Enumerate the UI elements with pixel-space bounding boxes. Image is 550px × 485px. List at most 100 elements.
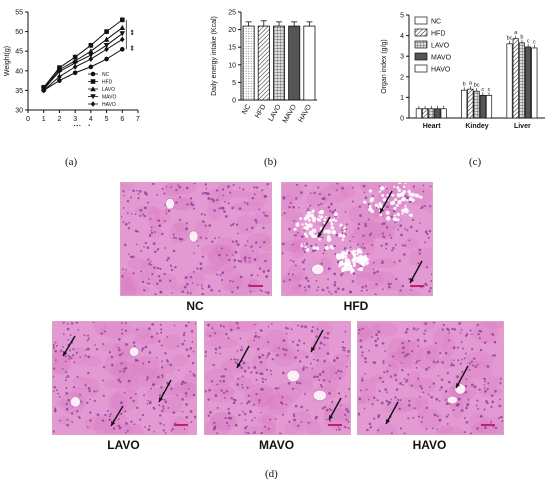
nucleus [147,278,150,280]
nucleus [344,413,347,416]
nucleus [240,348,243,352]
nucleus [127,379,131,383]
lipid-droplet [341,255,345,260]
nucleus [321,407,324,410]
series-mavo [40,31,126,93]
nucleus [150,263,153,266]
tissue-patch [382,280,405,291]
nucleus [429,286,432,290]
nucleus [125,431,127,434]
x-tick-label: 3 [73,116,77,123]
data-point [119,17,125,23]
nucleus [185,403,188,406]
nucleus [152,242,156,245]
nucleus [200,284,203,287]
lipid-droplet [338,233,343,238]
nucleus [420,206,423,210]
legend-swatch [414,28,428,37]
nucleus [494,426,498,430]
vessel [311,263,325,275]
x-tick-label: Kindey [465,123,488,130]
nucleus [255,241,258,244]
tissue-patch [256,414,271,425]
nucleus [451,327,454,331]
nucleus [410,384,413,387]
x-tick-label: 0 [26,116,30,123]
legend-label: NC [102,72,110,78]
nucleus [270,373,272,376]
nucleus [484,426,487,430]
nucleus [122,220,125,223]
nucleus [388,401,392,404]
nucleus [185,222,188,225]
series-havo [41,36,125,94]
nucleus [175,201,178,204]
lipid-droplet [300,244,304,248]
nucleus [457,359,460,362]
tissue-patch [384,403,413,414]
tissue-patch [282,210,304,223]
nucleus [261,353,265,357]
nucleus [101,419,105,422]
nucleus [53,346,55,349]
nucleus [227,407,230,411]
nucleus [261,373,264,376]
nucleus [68,357,70,360]
nucleus [227,416,231,420]
nucleus [386,391,389,394]
nucleus [130,420,133,423]
lipid-droplet [352,265,355,268]
nucleus [448,339,451,342]
tissue-patch [171,283,196,294]
tissue-patch [183,271,206,286]
y-tick-label: 25 [228,10,236,17]
arrow-head [410,278,415,283]
nucleus [266,291,270,295]
nucleus [341,232,344,235]
nucleus [401,284,405,288]
nucleus [282,347,285,351]
nucleus [428,386,431,388]
nucleus [466,403,469,407]
nucleus [244,412,247,416]
data-point [57,73,62,80]
lipid-droplet [368,207,373,212]
nucleus [190,201,193,204]
lipid-droplet [397,188,402,192]
nucleus [228,424,230,427]
x-tick-label: LAVO [268,103,283,123]
tissue-patch [220,268,243,292]
nucleus [345,365,348,368]
lipid-droplet [344,261,349,267]
data-point [72,64,78,70]
tissue-patch [207,188,223,205]
nucleus [366,252,369,255]
nucleus [358,412,361,416]
tissue-patch [207,197,222,221]
nucleus [362,234,365,237]
tissue-patch [282,183,304,201]
significance-letter: bc [474,83,480,89]
nucleus [53,343,55,346]
nucleus [450,362,453,364]
nucleus [345,418,348,421]
nucleus [194,415,196,419]
nucleus [351,200,354,203]
nucleus [347,427,350,430]
nucleus [330,292,333,295]
nucleus [102,394,105,397]
nucleus [359,345,363,349]
nucleus [118,348,121,352]
nucleus [110,363,114,367]
tissue-patch [408,247,432,269]
series-line-hfd [43,19,123,88]
scale-bar [174,424,188,426]
nucleus [54,341,57,344]
nucleus [181,380,185,384]
nucleus [333,272,337,276]
nucleus [493,354,496,357]
y-tick-label: 55 [15,10,23,17]
nucleus [399,399,402,402]
nucleus [402,346,405,350]
nucleus [407,403,411,407]
